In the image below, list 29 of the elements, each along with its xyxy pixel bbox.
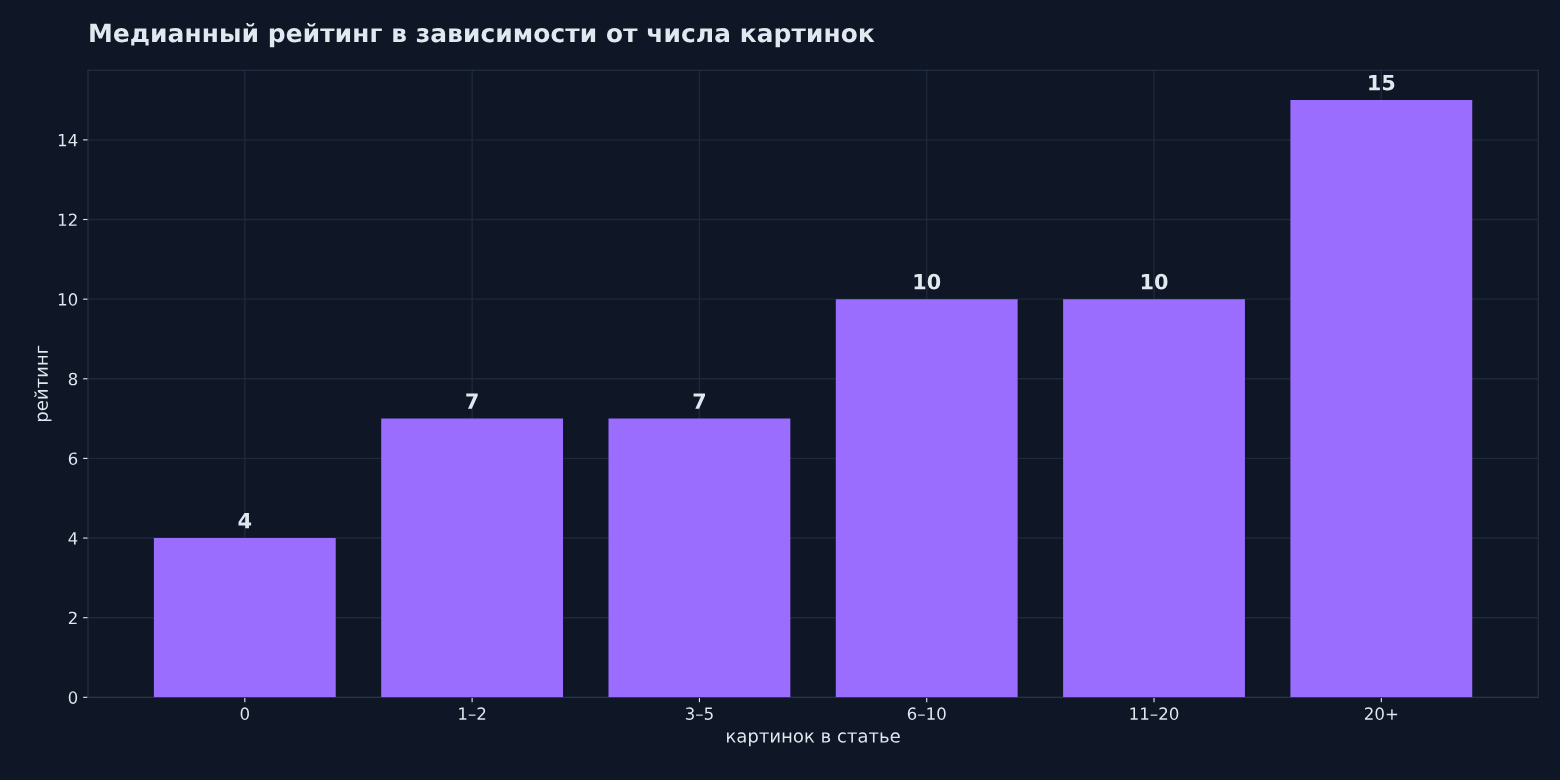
data-label: 10 xyxy=(1141,273,1168,290)
bar xyxy=(1063,299,1245,698)
data-label: 7 xyxy=(693,393,706,409)
y-tick-label: 10 xyxy=(58,293,78,306)
y-axis-title: рейтинг xyxy=(34,345,52,422)
bar xyxy=(835,299,1018,698)
chart-title: Медианный рейтинг в зависимости от числа картинок xyxy=(90,22,875,48)
bar xyxy=(608,418,791,698)
y-tick-label: 0 xyxy=(68,691,78,704)
y-tick-label: 6 xyxy=(68,452,78,465)
bar xyxy=(1290,100,1473,698)
y-tick-label: 12 xyxy=(58,213,77,226)
x-axis-title: картинок в статье xyxy=(727,732,900,747)
x-tick-label: 11–20 xyxy=(1130,707,1179,720)
x-tick-label: 1–2 xyxy=(459,707,486,720)
y-tick-label: 4 xyxy=(68,532,78,545)
y-tick-label: 8 xyxy=(68,372,78,386)
bar xyxy=(381,418,564,698)
x-tick-label: 20+ xyxy=(1364,707,1398,720)
x-tick-label: 0 xyxy=(240,707,250,720)
data-label: 4 xyxy=(238,512,252,529)
data-label: 10 xyxy=(914,273,941,290)
x-tick-label: 6–10 xyxy=(907,707,946,720)
x-tick-label: 3–5 xyxy=(685,707,713,720)
y-tick-label: 14 xyxy=(58,134,78,147)
bar xyxy=(153,538,336,698)
y-tick-label: 2 xyxy=(68,611,77,625)
data-label: 15 xyxy=(1369,74,1395,91)
data-label: 7 xyxy=(466,393,478,409)
